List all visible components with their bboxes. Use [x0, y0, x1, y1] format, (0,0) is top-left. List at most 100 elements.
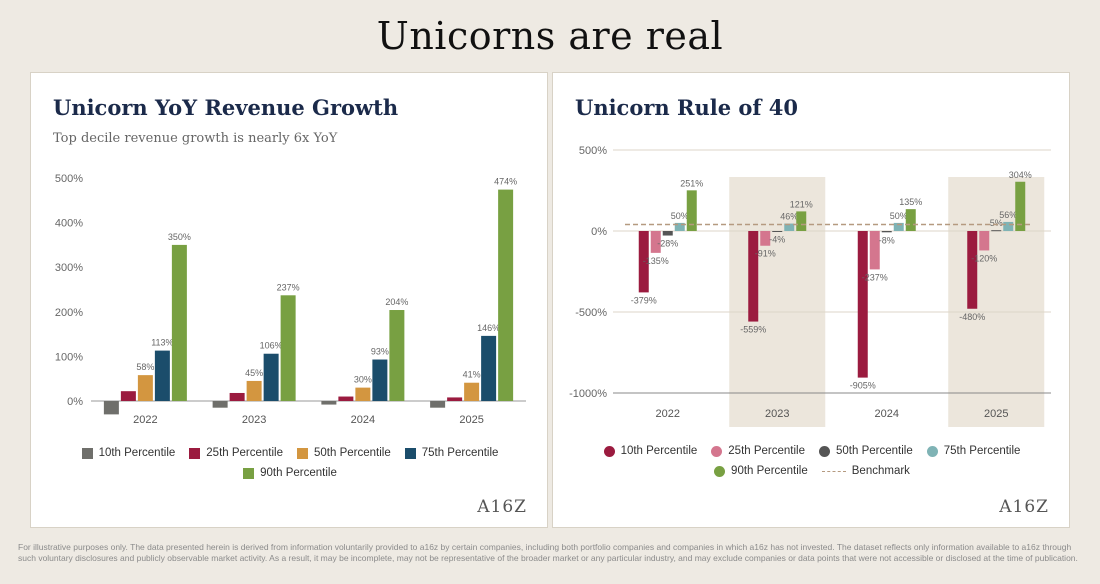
y-tick-label: 500%: [579, 145, 607, 157]
legend-item-75th-percentile: 75th Percentile: [926, 445, 1021, 457]
legend-item-10th-percentile: 10th Percentile: [81, 447, 176, 459]
data-label: 30%: [354, 375, 372, 385]
footnote: For illustrative purposes only. The data…: [18, 542, 1078, 563]
revenue-growth-subtitle: Top decile revenue growth is nearly 6x Y…: [53, 131, 338, 146]
bar-50th-percentile-2022: [137, 375, 153, 401]
legend-swatch: [926, 445, 938, 457]
a16z-logo: A16Z: [477, 497, 527, 517]
bar-10th-percentile-2025: [967, 231, 978, 309]
data-label: -905%: [850, 381, 876, 391]
legend-label: 50th Percentile: [836, 445, 913, 457]
y-tick-label: 400%: [55, 218, 83, 230]
data-label: -91%: [755, 249, 776, 259]
bar-10th-percentile-2024: [321, 401, 337, 405]
y-tick-label: -500%: [575, 307, 607, 319]
legend-label: 90th Percentile: [260, 467, 337, 479]
bar-90th-percentile-2024: [389, 310, 405, 401]
bar-25th-percentile-2023: [760, 231, 771, 246]
bar-75th-percentile-2024: [893, 222, 904, 231]
legend-label: 10th Percentile: [98, 447, 176, 459]
data-label: 56%: [999, 210, 1017, 220]
shaded-band-2023: [729, 177, 826, 427]
x-tick-label: 2024: [351, 414, 375, 426]
bar-50th-percentile-2023: [246, 380, 262, 401]
legend-label: 25th Percentile: [206, 447, 283, 459]
legend-swatch: [714, 465, 726, 477]
legend-item-25th-percentile: 25th Percentile: [189, 447, 283, 459]
data-label: 46%: [780, 212, 798, 222]
legend-item-benchmark: Benchmark: [821, 465, 910, 477]
bar-90th-percentile-2023: [796, 211, 807, 231]
y-tick-label: 200%: [55, 307, 83, 319]
legend-swatch: [243, 467, 255, 479]
x-tick-label: 2024: [875, 408, 899, 420]
rule-of-40-title: Unicorn Rule of 40: [575, 95, 798, 120]
rule-of-40-panel: Unicorn Rule of 40 -1000% -500% 0% 500% -379…: [552, 72, 1070, 528]
data-label: -480%: [959, 312, 985, 322]
revenue-growth-chart: 0% 100% 200% 300% 400% 500% 58% 113% 350% 2022 45%…: [55, 173, 526, 426]
rule-of-40-chart: -1000% -500% 0% 500% -379% -135% -28% 50% 251% 20…: [569, 145, 1051, 427]
y-tick-label: 500%: [55, 173, 83, 185]
legend-label: 90th Percentile: [731, 465, 808, 477]
legend-label: 50th Percentile: [314, 447, 391, 459]
data-label: 58%: [136, 362, 154, 372]
data-label: 41%: [463, 370, 481, 380]
data-label: -379%: [631, 295, 657, 305]
legend-swatch: [189, 447, 201, 459]
data-label: 304%: [1009, 170, 1032, 180]
legend-item-50th-percentile: 50th Percentile: [819, 445, 913, 457]
legend-label: Benchmark: [851, 465, 910, 477]
bar-50th-percentile-2023: [772, 231, 783, 232]
bar-10th-percentile-2022: [103, 401, 119, 415]
legend-swatch: [81, 447, 93, 459]
data-label: 5%: [990, 218, 1003, 228]
bar-90th-percentile-2023: [280, 295, 296, 401]
bar-10th-percentile-2025: [430, 401, 446, 408]
data-label: -8%: [879, 235, 895, 245]
bar-90th-percentile-2025: [1015, 181, 1026, 231]
data-label: 121%: [790, 199, 813, 209]
legend-item-50th-percentile: 50th Percentile: [297, 447, 391, 459]
bar-50th-percentile-2022: [662, 231, 673, 236]
y-tick-label: 0%: [67, 396, 83, 408]
x-tick-label: 2023: [242, 414, 266, 426]
data-label: -120%: [971, 253, 997, 263]
legend-label: 75th Percentile: [943, 445, 1021, 457]
data-label: 45%: [245, 368, 263, 378]
x-tick-label: 2022: [133, 414, 157, 426]
data-label: 204%: [385, 297, 408, 307]
page-title: Unicorns are real: [376, 14, 724, 58]
bar-25th-percentile-2023: [229, 392, 245, 401]
bar-50th-percentile-2025: [464, 382, 480, 401]
y-tick-label: 300%: [55, 262, 83, 274]
bar-25th-percentile-2022: [120, 391, 136, 401]
legend-item-90th-percentile: 90th Percentile: [243, 467, 337, 479]
shaded-band-2025: [948, 177, 1045, 427]
bar-10th-percentile-2023: [748, 231, 759, 322]
data-label: 146%: [477, 323, 500, 333]
legend-label: 25th Percentile: [728, 445, 805, 457]
bar-75th-percentile-2022: [154, 350, 170, 401]
revenue-growth-title: Unicorn YoY Revenue Growth: [53, 95, 399, 120]
bar-25th-percentile-2022: [650, 231, 661, 253]
bar-90th-percentile-2025: [498, 189, 514, 401]
legend-swatch: [603, 445, 615, 457]
rule-of-40-legend: 10th Percentile 25th Percentile 50th Perce…: [583, 445, 1041, 477]
bar-90th-percentile-2022: [171, 244, 187, 401]
data-label: -135%: [643, 256, 669, 266]
data-label: 106%: [260, 341, 283, 351]
bar-50th-percentile-2024: [355, 387, 371, 401]
revenue-growth-legend: 10th Percentile 25th Percentile 50th Perce…: [61, 447, 519, 479]
data-label: 135%: [899, 197, 922, 207]
bar-75th-percentile-2023: [263, 353, 279, 401]
bar-10th-percentile-2024: [857, 231, 868, 378]
data-label: -4%: [769, 235, 785, 245]
bar-10th-percentile-2023: [212, 401, 228, 408]
x-tick-label: 2023: [765, 408, 789, 420]
bar-75th-percentile-2025: [481, 335, 497, 401]
bar-25th-percentile-2024: [338, 396, 354, 401]
data-label: -237%: [862, 272, 888, 282]
legend-swatch: [404, 447, 416, 459]
y-tick-label: 100%: [55, 351, 83, 363]
data-label: 50%: [890, 211, 908, 221]
